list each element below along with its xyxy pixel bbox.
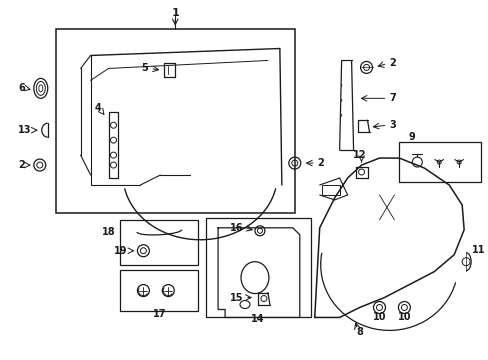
- Text: 5: 5: [142, 63, 148, 73]
- Text: 1: 1: [171, 8, 179, 18]
- Text: 12: 12: [352, 150, 366, 160]
- Text: 7: 7: [388, 93, 395, 103]
- Text: 3: 3: [388, 120, 395, 130]
- Text: 10: 10: [397, 312, 410, 323]
- Bar: [56, 28, 294, 213]
- Text: 16: 16: [229, 223, 243, 233]
- Text: 4: 4: [94, 103, 101, 113]
- Text: 8: 8: [355, 327, 362, 337]
- Text: 9: 9: [408, 132, 415, 142]
- Text: 19: 19: [114, 246, 127, 256]
- Text: 15: 15: [229, 293, 243, 302]
- Text: 2: 2: [18, 160, 24, 170]
- Text: 17: 17: [152, 310, 166, 319]
- Text: 2: 2: [317, 158, 324, 168]
- Text: 6: 6: [18, 84, 24, 93]
- Text: 10: 10: [372, 312, 386, 323]
- Bar: [399, 142, 480, 182]
- Text: 13: 13: [18, 125, 31, 135]
- Text: 14: 14: [251, 314, 264, 324]
- Bar: [120, 270, 198, 311]
- Bar: [120, 220, 198, 265]
- Text: 2: 2: [388, 58, 395, 68]
- Text: 11: 11: [471, 245, 485, 255]
- Text: 18: 18: [102, 227, 115, 237]
- Bar: [321, 185, 339, 195]
- Bar: [206, 218, 310, 318]
